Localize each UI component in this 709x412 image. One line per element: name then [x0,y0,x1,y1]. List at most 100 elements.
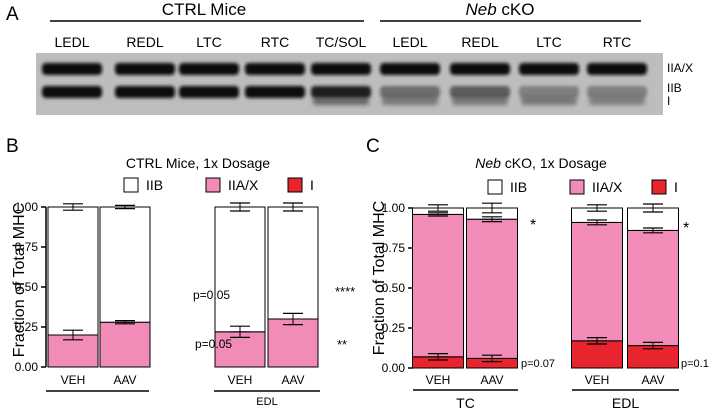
bar-segment [214,206,266,333]
gel-bands [42,63,647,105]
panel-b: B CTRL Mice, 1x Dosage Fraction of Total… [6,136,355,408]
panel-b-label: B [6,136,19,157]
band-label: I [667,94,670,108]
band-i [313,97,369,105]
annotation: p=0.05 [195,337,232,351]
y-tick-label: 0.75 [15,240,39,254]
legend-label: IIA/X [228,177,259,193]
band-iiax [587,63,647,75]
legend-label: IIA/X [592,179,623,195]
y-tick-label: 1.00 [382,201,406,215]
legend-swatch [123,177,139,193]
band-iiax [115,63,175,75]
band-iib [42,86,102,98]
panel-c-ylabel: Fraction of Total MHC [371,201,388,355]
panel-b-ylabel: Fraction of Total MHC [11,203,28,357]
neb-group-label: Neb cKO [466,0,535,19]
panel-c-title: Neb cKO, 1x Dosage [475,155,607,171]
category-label: AAV [113,373,136,387]
band-label: IIB [667,81,682,95]
band-iib [245,86,305,98]
bar-segment [466,218,518,359]
category-label: VEH [228,373,253,387]
panel-c-chart: IIB IIA/X I 0.00 0.25 0.50 0.75 1.00 VEH AAV VEH AA… [382,179,709,411]
panel-b-title: CTRL Mice, 1x Dosage [126,155,270,171]
panel-a-label: A [6,4,19,25]
lane-label: LEDL [392,34,427,50]
legend-swatch [569,179,585,195]
category-label: AAV [641,373,664,387]
legend-swatch [205,177,221,193]
group-label: EDL [612,395,639,411]
category-label: AAV [281,373,304,387]
band-i [589,97,645,105]
panel-b-chart: IIB IIA/X I 0.00 0.25 0.50 0.75 1.00 VEH AAV VEH AA… [15,177,356,408]
group-label: EDL [256,396,277,408]
band-iiax [519,63,579,75]
lane-label: REDL [126,34,164,50]
annotation: * [530,217,536,234]
annotation: p=0.05 [193,288,230,302]
legend-swatch [287,177,303,193]
band-iiax [42,63,102,75]
band-iib [380,86,440,98]
annotation: p=0.07 [521,358,555,370]
band-i [382,97,438,105]
group-label: TC [456,395,475,411]
lane-label: LEDL [54,34,89,50]
lane-labels: LEDL REDL LTC RTC TC/SOL LEDL REDL LTC RTC [54,34,631,50]
category-label: VEH [61,373,86,387]
bar-segment [627,229,679,347]
annotation: **** [335,284,355,299]
y-tick-label: 0.75 [382,241,406,255]
category-label: AAV [480,373,503,387]
lane-label: TC/SOL [316,34,367,50]
lane-label: RTC [261,34,290,50]
band-iib [519,86,579,98]
band-iib [587,86,647,98]
band-iib [311,86,371,98]
bar-segment [47,206,99,336]
gel-image [36,53,663,115]
legend-label: I [310,177,314,193]
y-tick-label: 1.00 [15,200,39,214]
y-tick-label: 0.00 [15,360,39,374]
bar-segment [99,206,151,323]
band-iiax [380,63,440,75]
legend-swatch [487,179,503,195]
band-i [521,97,577,105]
lane-label: LTC [536,34,561,50]
bar-segment [412,213,464,358]
band-iiax [311,63,371,75]
y-tick-label: 0.25 [382,321,406,335]
legend-label: IIB [146,177,163,193]
y-tick-label: 0.00 [382,361,406,375]
bar-segment [571,340,623,369]
panel-c-label: C [366,136,380,157]
y-tick-label: 0.25 [15,320,39,334]
legend-swatch [651,179,667,195]
lane-label: LTC [196,34,221,50]
band-label: IIA/X [667,61,693,75]
bar-segment [99,321,151,368]
y-tick-label: 0.50 [15,280,39,294]
band-iib [450,86,510,98]
legend-label: I [674,179,678,195]
panel-c: C Neb cKO, 1x Dosage Fraction of Total M… [366,136,709,411]
bar-segment [267,206,319,320]
band-iib [115,86,175,98]
panel-a: A CTRL Mice Neb cKO LEDL REDL LTC RTC TC/SOL… [6,0,693,115]
category-label: VEH [585,373,610,387]
band-iiax [179,63,239,75]
annotation: * [683,220,689,237]
category-label: VEH [426,373,451,387]
band-i [452,97,508,105]
bar-segment [267,318,319,368]
band-iiax [245,63,305,75]
legend-label: IIB [510,179,527,195]
annotation: p=0.1 [681,358,709,370]
lane-label: RTC [603,34,632,50]
lane-label: REDL [461,34,499,50]
